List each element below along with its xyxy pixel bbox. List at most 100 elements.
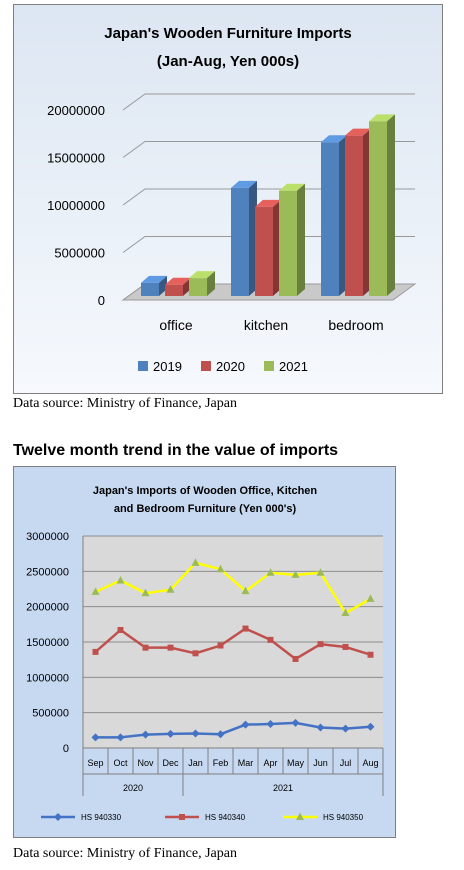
data-source-note: Data source: Ministry of Finance, Japan [13,396,237,411]
data-point [341,724,350,733]
chart-title: Japan's Imports of Wooden Office, Kitche… [93,485,318,497]
data-point [216,564,225,573]
bar [231,187,249,296]
bar [189,278,207,296]
legend-label: 2021 [279,359,308,374]
data-point [91,587,100,595]
data-point [342,643,349,650]
y-tick-label: 0 [98,293,105,308]
data-point [316,723,325,732]
bar [345,135,363,296]
x-tick-label: Mar [238,758,254,768]
x-group-label: 2020 [123,783,143,793]
series-line-group [91,558,375,617]
bar-top [255,199,281,207]
legend-swatch [264,361,274,371]
series-line-group [91,718,375,742]
data-point [191,729,200,738]
x-tick-label: May [287,758,305,768]
data-point [217,642,224,649]
bar-top [321,135,347,143]
y-tick-label: 5000000 [54,246,105,261]
bar [141,282,159,296]
data-point [116,576,125,584]
y-tick-label: 1500000 [26,637,69,649]
legend-label: 2020 [216,359,245,374]
y-tick-label: 15000000 [47,151,105,166]
line-chart: Japan's Imports of Wooden Office, Kitche… [13,466,396,838]
bar-top [165,277,191,285]
chart-title: Japan's Wooden Furniture Imports [104,25,351,42]
data-point [191,558,200,566]
bar-top [369,114,395,122]
data-point [341,608,350,617]
data-point [167,644,174,651]
chart-subtitle: and Bedroom Furniture (Yen 000's) [114,503,297,515]
x-tick-label: Jan [188,758,203,768]
data-point [241,720,250,729]
x-tick-label: bedroom [328,317,383,333]
x-tick-label: Aug [362,758,378,768]
data-point [91,733,100,742]
gridline [122,93,415,111]
y-tick-label: 0 [63,743,69,755]
data-point [366,594,375,602]
x-tick-label: Jul [340,758,352,768]
x-tick-label: office [159,317,192,333]
bar [369,121,387,297]
data-point [166,585,175,593]
bar-top [231,180,257,188]
data-point [141,588,150,597]
data-point [179,814,185,820]
y-tick-label: 3000000 [26,531,69,543]
data-point [241,586,250,595]
legend-swatch [138,361,148,371]
data-point [192,650,199,657]
data-point [266,719,275,728]
series-line [95,721,371,739]
bar-side [159,275,167,296]
bar-side [387,114,395,297]
x-tick-label: Apr [263,758,277,768]
data-point [142,644,149,651]
bar-chart: Japan's Wooden Furniture Imports (Jan-Au… [13,4,443,394]
bar [279,190,297,296]
data-point [54,813,62,821]
series-line-group [92,625,374,662]
y-tick-label: 2500000 [26,566,69,578]
series-line [94,561,372,615]
y-tick-label: 1000000 [26,672,69,684]
x-group-label: 2021 [273,783,293,793]
y-tick-label: 2000000 [26,602,69,614]
x-tick-label: Jun [313,758,328,768]
bar-top [189,271,215,279]
bar-top [279,183,305,191]
data-point [166,729,175,738]
x-tick-label: kitchen [244,317,288,333]
bar-side [297,183,305,296]
bar-top [141,275,167,283]
data-point [216,730,225,739]
data-point [117,626,124,633]
data-point [316,568,325,576]
bar-top [345,128,371,136]
data-point [296,812,304,820]
legend-label: 2019 [153,359,182,374]
data-point [292,655,299,662]
series-line [94,627,371,661]
data-point [291,570,300,578]
bar [165,284,183,296]
legend-swatch [201,361,211,371]
data-point [366,722,375,731]
data-source-note: Data source: Ministry of Finance, Japan [13,846,237,861]
y-tick-label: 500000 [32,708,69,720]
x-tick-label: Oct [113,758,128,768]
bar-chart-panel: Japan's Wooden Furniture Imports (Jan-Au… [13,4,443,394]
legend-label: HS 940330 [81,813,122,822]
bar [255,206,273,296]
y-tick-label: 20000000 [47,103,105,118]
data-point [266,568,275,576]
line-chart-panel: Japan's Imports of Wooden Office, Kitche… [13,466,396,838]
data-point [116,733,125,742]
legend-label: HS 940350 [323,813,364,822]
